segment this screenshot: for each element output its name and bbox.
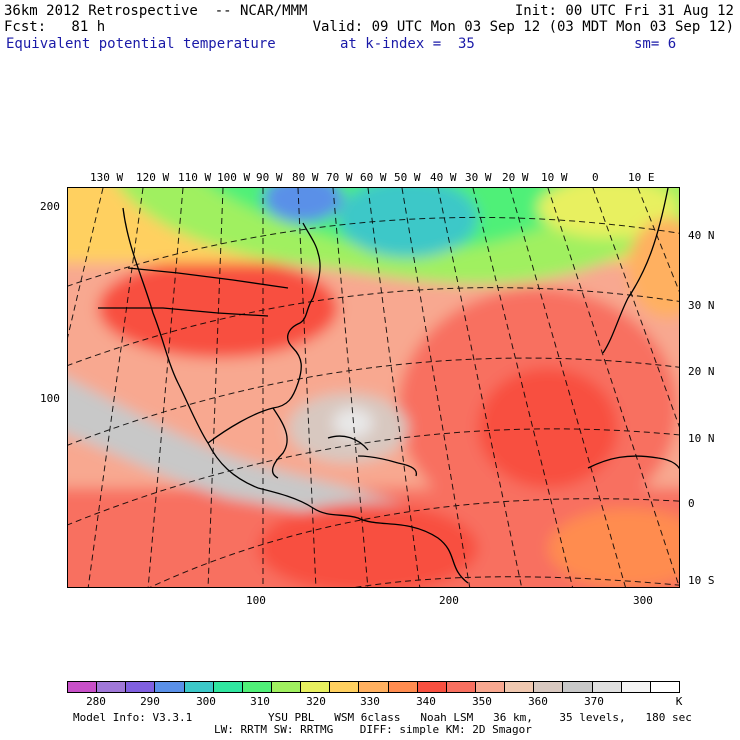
colorbar-swatch	[126, 682, 156, 692]
colorbar-swatch	[242, 682, 272, 692]
colorbar-swatch	[301, 682, 331, 692]
colorbar-swatch	[650, 682, 679, 692]
colorbar-swatch	[213, 682, 243, 692]
grid-x-label: 200	[439, 594, 459, 607]
theta-e-map	[67, 187, 680, 588]
field-shading	[68, 188, 679, 587]
cb-label: 360	[528, 695, 548, 708]
lon-label: 60 W	[360, 171, 387, 184]
lon-label: 50 W	[394, 171, 421, 184]
cb-label: 300	[196, 695, 216, 708]
colorbar-swatch	[446, 682, 476, 692]
colorbar	[67, 681, 680, 693]
cb-label: 370	[584, 695, 604, 708]
level-info: at k-index = 35	[340, 36, 475, 52]
grid-x-label: 300	[633, 594, 653, 607]
cb-unit: K	[675, 695, 683, 708]
grid-y-label: 200	[40, 200, 60, 213]
valid-time: Valid: 09 UTC Mon 03 Sep 12 (03 MDT Mon …	[312, 19, 734, 35]
colorbar-swatch	[621, 682, 651, 692]
model-info: Model Info: V3.3.1	[73, 711, 193, 724]
title-left: 36km 2012 Retrospective -- NCAR/MMM	[4, 3, 308, 19]
lat-label: 20 N	[688, 365, 715, 378]
forecast-hour: Fcst: 81 h	[4, 19, 106, 35]
lon-label: 70 W	[326, 171, 353, 184]
lat-label: 40 N	[688, 229, 715, 242]
radiation-info: LW: RRTM SW: RRTMG DIFF: simple KM: 2D S…	[214, 723, 532, 736]
colorbar-swatch	[155, 682, 185, 692]
colorbar-swatch	[271, 682, 302, 692]
cb-label: 310	[250, 695, 270, 708]
colorbar-swatch	[388, 682, 418, 692]
grid-y-label: 100	[40, 392, 60, 405]
graticule	[68, 188, 679, 587]
lat-label: 10 S	[688, 574, 715, 587]
cb-label: 340	[416, 695, 436, 708]
colorbar-swatch	[97, 682, 127, 692]
colorbar-swatch	[534, 682, 564, 692]
lon-label: 100 W	[217, 171, 251, 184]
coastlines	[98, 188, 679, 584]
lon-label: 40 W	[430, 171, 457, 184]
field-name: Equivalent potential temperature	[6, 36, 276, 52]
lat-label: 0	[688, 497, 695, 510]
lon-label: 120 W	[136, 171, 170, 184]
colorbar-swatch	[417, 682, 447, 692]
lon-label: 20 W	[502, 171, 529, 184]
cb-label: 290	[140, 695, 160, 708]
init-time: Init: 00 UTC Fri 31 Aug 12	[514, 3, 734, 19]
physics-info: YSU PBL WSM 6class Noah LSM 36 km, 35 le…	[268, 711, 692, 724]
grid-x-label: 100	[246, 594, 266, 607]
lon-label: 10 W	[541, 171, 568, 184]
lat-label: 30 N	[688, 299, 715, 312]
lon-label: 30 W	[465, 171, 492, 184]
colorbar-swatch	[563, 682, 593, 692]
lon-label: 130 W	[90, 171, 124, 184]
cb-label: 350	[472, 695, 492, 708]
colorbar-swatch	[475, 682, 506, 692]
lat-label: 10 N	[688, 432, 715, 445]
colorbar-swatch	[592, 682, 622, 692]
cb-label: 320	[306, 695, 326, 708]
colorbar-swatch	[359, 682, 389, 692]
lon-label: 0	[592, 171, 599, 184]
smoothing-info: sm= 6	[634, 36, 677, 52]
colorbar-swatch	[68, 682, 98, 692]
lon-label: 110 W	[178, 171, 212, 184]
colorbar-swatch	[505, 682, 535, 692]
colorbar-swatch	[184, 682, 214, 692]
colorbar-swatch	[330, 682, 360, 692]
cb-label: 330	[360, 695, 380, 708]
lon-label: 80 W	[292, 171, 319, 184]
lon-label: 10 E	[628, 171, 655, 184]
cb-label: 280	[86, 695, 106, 708]
lon-label: 90 W	[256, 171, 283, 184]
